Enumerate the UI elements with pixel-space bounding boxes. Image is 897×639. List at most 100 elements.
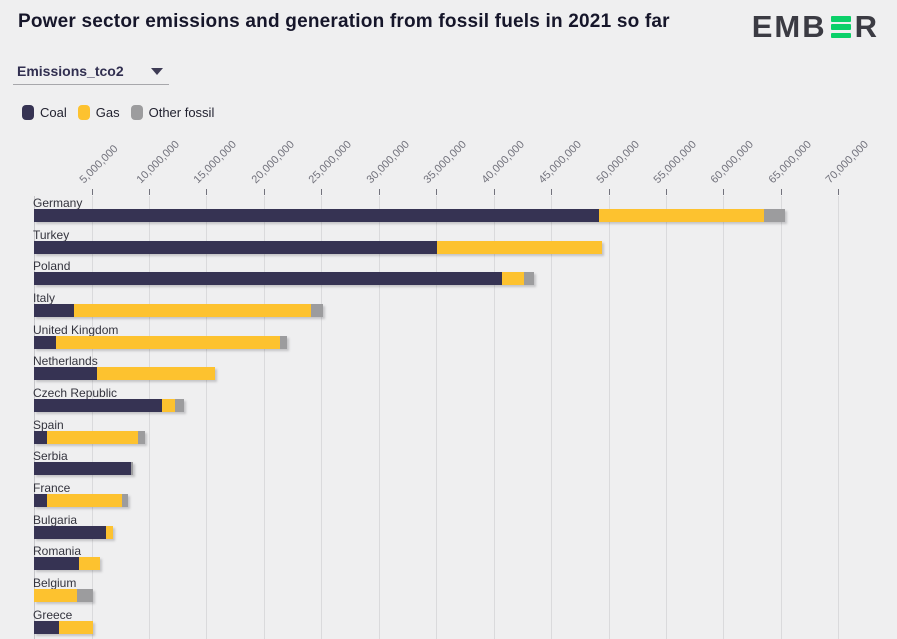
bar-row xyxy=(34,620,93,634)
legend-swatch-icon xyxy=(22,105,34,120)
bar-segment-coal[interactable] xyxy=(34,272,502,286)
gridline xyxy=(436,196,438,639)
bar-segment-other-fossil[interactable] xyxy=(175,398,185,412)
bar-segment-other-fossil[interactable] xyxy=(131,462,134,476)
bar-segment-gas[interactable] xyxy=(162,398,176,412)
bar-segment-gas[interactable] xyxy=(34,588,77,602)
legend: Coal Gas Other fossil xyxy=(22,105,214,120)
country-label: Bulgaria xyxy=(33,512,78,527)
country-label: Romania xyxy=(33,544,82,559)
bar-segment-coal[interactable] xyxy=(34,462,132,476)
bar-segment-gas[interactable] xyxy=(55,335,281,349)
x-axis-tick-label: 45,000,000 xyxy=(536,138,584,186)
axis-tick xyxy=(723,189,725,195)
bar-segment-gas[interactable] xyxy=(437,240,602,254)
legend-label: Coal xyxy=(40,105,67,120)
gridline xyxy=(608,196,610,639)
legend-item-gas[interactable]: Gas xyxy=(77,105,120,120)
bar-row xyxy=(34,335,287,349)
bar-segment-coal[interactable] xyxy=(34,335,56,349)
gridline xyxy=(91,196,93,639)
axis-tick xyxy=(206,189,208,195)
country-label: Czech Republic xyxy=(33,385,118,400)
bar-segment-coal[interactable] xyxy=(34,303,74,317)
x-axis-tick-label: 70,000,000 xyxy=(823,138,872,186)
chevron-down-icon[interactable] xyxy=(151,67,163,75)
bar-row xyxy=(34,209,786,222)
bar-segment-gas[interactable] xyxy=(59,620,93,634)
metric-dropdown[interactable]: Emissions_tco2 xyxy=(13,58,169,85)
country-label: Greece xyxy=(33,607,73,622)
bar-segment-gas[interactable] xyxy=(501,272,524,286)
axis-tick xyxy=(263,189,265,195)
bar-segment-other-fossil[interactable] xyxy=(280,335,287,349)
x-axis-tick-label: 40,000,000 xyxy=(479,138,527,186)
bar-segment-other-fossil[interactable] xyxy=(138,430,146,444)
bar-segment-gas[interactable] xyxy=(599,209,764,222)
bar-segment-coal[interactable] xyxy=(34,367,98,381)
bar-segment-coal[interactable] xyxy=(34,493,48,507)
gridline xyxy=(493,196,495,639)
bar-segment-other-fossil[interactable] xyxy=(763,209,786,222)
bar-row xyxy=(34,525,114,539)
bar-row xyxy=(34,303,323,317)
bar-segment-coal[interactable] xyxy=(34,398,163,412)
bar-segment-gas[interactable] xyxy=(47,430,139,444)
bar-segment-coal[interactable] xyxy=(34,430,48,444)
metric-dropdown-value[interactable]: Emissions_tco2 xyxy=(17,63,124,79)
axis-tick xyxy=(838,189,840,195)
axis-tick xyxy=(780,189,782,195)
bar-row xyxy=(34,462,134,476)
x-axis-tick-label: 25,000,000 xyxy=(306,138,355,186)
axis-tick xyxy=(321,189,323,195)
legend-label: Other fossil xyxy=(148,105,215,120)
gridline xyxy=(263,196,265,639)
bar-segment-coal[interactable] xyxy=(34,557,80,571)
x-axis-tick-label: 15,000,000 xyxy=(191,138,240,186)
page-title: Power sector emissions and generation fr… xyxy=(18,11,670,32)
country-label: Belgium xyxy=(33,575,77,590)
bar-segment-gas[interactable] xyxy=(105,525,114,539)
bar-segment-coal[interactable] xyxy=(34,620,60,634)
country-label: Turkey xyxy=(33,227,70,242)
bar-segment-coal[interactable] xyxy=(34,240,438,254)
gridline xyxy=(321,196,323,639)
bar-row xyxy=(34,588,94,602)
x-axis-tick-label: 55,000,000 xyxy=(651,138,699,186)
legend-swatch-icon xyxy=(130,105,143,120)
bar-segment-other-fossil[interactable] xyxy=(76,588,94,602)
x-axis-tick-label: 5,000,000 xyxy=(77,142,121,186)
legend-swatch-icon xyxy=(77,105,90,120)
bar-segment-other-fossil[interactable] xyxy=(523,272,534,286)
x-axis-tick-label: 10,000,000 xyxy=(134,138,182,186)
bar-segment-coal[interactable] xyxy=(34,209,600,222)
gridline xyxy=(666,196,667,639)
country-label: Spain xyxy=(33,417,64,432)
bar-segment-coal[interactable] xyxy=(34,525,106,539)
x-axis-tick-label: 35,000,000 xyxy=(421,138,470,186)
ember-logo: EMB R xyxy=(752,9,879,44)
bar-segment-gas[interactable] xyxy=(47,493,122,507)
country-label: Germany xyxy=(33,196,83,210)
gridline xyxy=(378,196,380,639)
gridline xyxy=(780,196,782,639)
bar-segment-gas[interactable] xyxy=(73,303,311,317)
axis-zero-line xyxy=(34,196,35,639)
bar-segment-gas[interactable] xyxy=(79,557,101,571)
logo-green-e-icon xyxy=(830,16,851,38)
axis-tick xyxy=(148,189,150,195)
legend-item-coal[interactable]: Coal xyxy=(22,105,67,120)
axis-tick xyxy=(608,189,610,195)
legend-item-other-fossil[interactable]: Other fossil xyxy=(130,105,215,120)
logo-text-r: R xyxy=(854,9,879,44)
bar-segment-gas[interactable] xyxy=(97,367,216,381)
bar-row xyxy=(34,240,602,254)
x-axis-tick-label: 30,000,000 xyxy=(364,138,412,186)
gridline xyxy=(148,196,150,639)
legend-label: Gas xyxy=(95,105,120,120)
gridline xyxy=(206,196,208,639)
bar-segment-other-fossil[interactable] xyxy=(310,303,323,317)
x-axis-tick-label: 20,000,000 xyxy=(249,138,297,186)
bar-segment-other-fossil[interactable] xyxy=(121,493,128,507)
